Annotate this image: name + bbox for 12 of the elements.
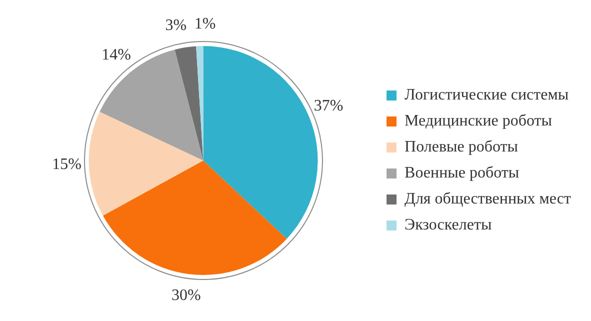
data-label: 15% — [52, 156, 82, 173]
data-label: 3% — [165, 16, 187, 34]
legend-label: Полевые роботы — [404, 138, 518, 156]
data-label: 14% — [102, 46, 131, 64]
legend-label: Экзоскелеты — [404, 216, 492, 234]
legend-label: Медицинские роботы — [404, 112, 552, 130]
legend-label: Логистические системы — [404, 86, 569, 104]
legend-label: Для общественных мест — [404, 190, 572, 208]
data-label: 37% — [314, 97, 344, 114]
data-label: 1% — [194, 15, 216, 32]
data-label: 30% — [171, 287, 201, 304]
legend-label: Военные роботы — [404, 164, 520, 182]
